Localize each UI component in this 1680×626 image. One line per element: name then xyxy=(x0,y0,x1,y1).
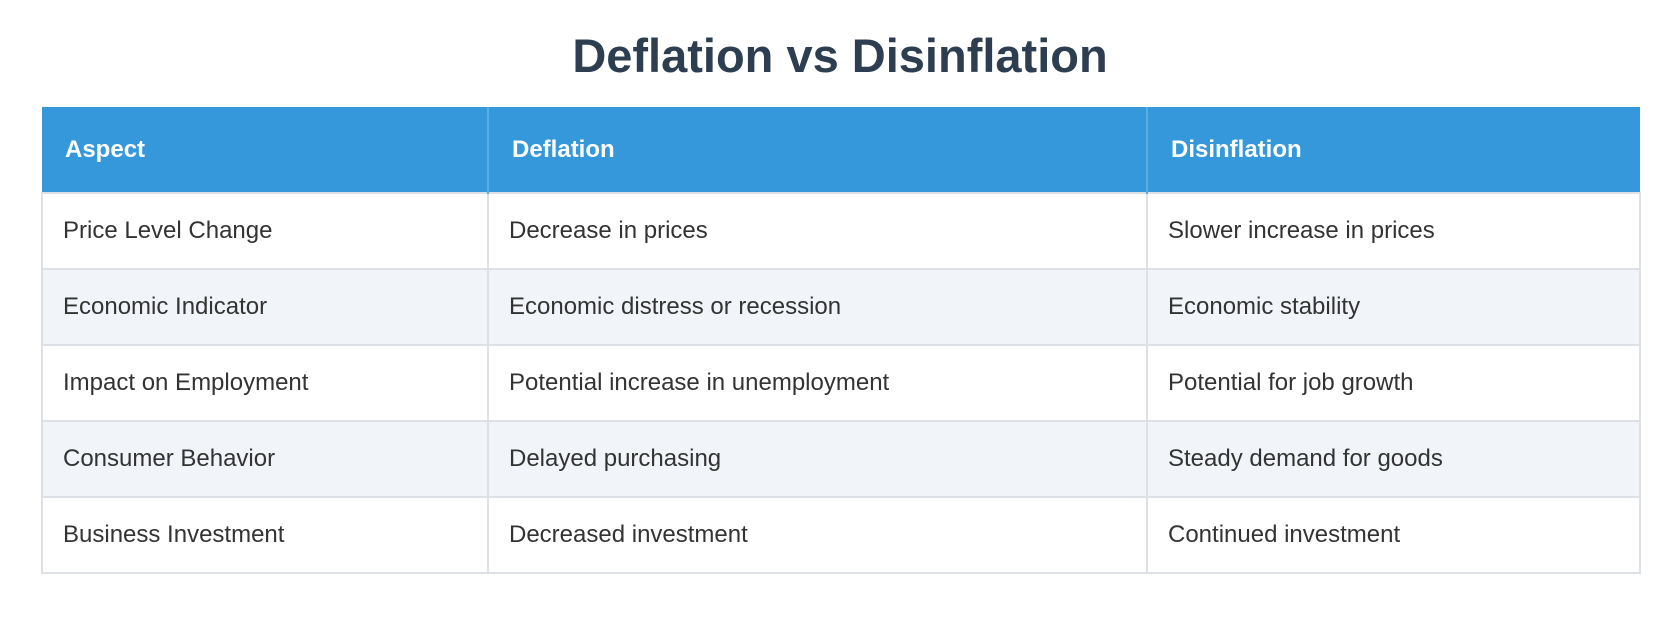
table-row: Economic Indicator Economic distress or r… xyxy=(41,268,1641,346)
table-cell: Potential for job growth xyxy=(1146,344,1641,422)
table-cell: Economic stability xyxy=(1146,268,1641,346)
table-cell: Decrease in prices xyxy=(487,192,1148,270)
table-cell: Potential increase in unemployment xyxy=(487,344,1148,422)
header-row: Aspect Deflation Disinflation xyxy=(42,107,1640,193)
table-cell: Business Investment xyxy=(41,496,489,574)
table-cell: Economic distress or recession xyxy=(487,268,1148,346)
table-cell: Decreased investment xyxy=(487,496,1148,574)
table-cell: Impact on Employment xyxy=(41,344,489,422)
column-header: Disinflation xyxy=(1147,107,1640,193)
table-cell: Consumer Behavior xyxy=(41,420,489,498)
page-title: Deflation vs Disinflation xyxy=(572,29,1108,82)
table-row: Business Investment Decreased investment C… xyxy=(41,496,1641,574)
table-cell: Price Level Change xyxy=(41,192,489,270)
table-row: Price Level Change Decrease in prices Slow… xyxy=(41,192,1641,270)
table-cell: Economic Indicator xyxy=(41,268,489,346)
table-body: Price Level Change Decrease in prices Slow… xyxy=(41,192,1641,574)
column-header: Deflation xyxy=(488,107,1148,193)
comparison-table: Aspect Deflation Disinflation Price Level … xyxy=(41,107,1641,574)
table-cell: Slower increase in prices xyxy=(1146,192,1641,270)
table-row: Consumer Behavior Delayed purchasing Stead… xyxy=(41,420,1641,498)
table-cell: Continued investment xyxy=(1146,496,1641,574)
table-row: Impact on Employment Potential increase i… xyxy=(41,344,1641,422)
table-cell: Delayed purchasing xyxy=(487,420,1148,498)
column-header: Aspect xyxy=(42,107,489,193)
table-cell: Steady demand for goods xyxy=(1146,420,1641,498)
